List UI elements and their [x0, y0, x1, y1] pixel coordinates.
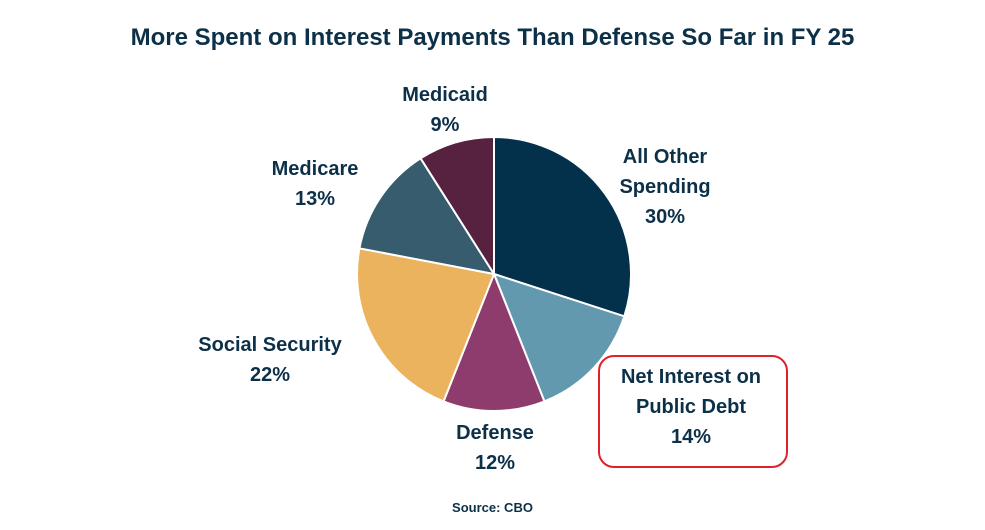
- label-text: Net Interest on: [620, 366, 762, 388]
- label-medicaid: Medicaid 9%: [370, 80, 520, 140]
- label-medicare: Medicare 13%: [240, 154, 390, 214]
- label-social-security: Social Security 22%: [170, 330, 370, 390]
- label-text: Medicaid: [402, 84, 488, 106]
- label-text: All Other: [622, 146, 708, 168]
- pie-slice-defense: [442, 271, 546, 412]
- label-pct: 14%: [670, 426, 712, 448]
- label-defense: Defense 12%: [420, 418, 570, 478]
- label-all-other: All Other Spending 30%: [590, 142, 740, 232]
- pie-slice-social-security: [356, 247, 496, 403]
- pie-slice-all-other-spending: [493, 135, 632, 318]
- label-pct: 9%: [430, 114, 460, 136]
- label-pct: 30%: [644, 206, 686, 228]
- source-note: Source: CBO: [452, 500, 533, 515]
- label-pct: 22%: [249, 364, 291, 386]
- highlight-box: [598, 355, 788, 468]
- pie-slice-net-interest-on-public-debt: [492, 272, 626, 403]
- label-text: Social Security: [198, 334, 342, 356]
- label-text: Medicare: [271, 158, 359, 180]
- label-pct: 13%: [294, 188, 336, 210]
- pie-slice-medicare: [358, 156, 497, 276]
- label-text: Public Debt: [635, 396, 746, 418]
- label-text: Defense: [456, 422, 534, 444]
- label-net-interest: Net Interest on Public Debt 14%: [591, 362, 791, 452]
- label-pct: 12%: [474, 452, 516, 474]
- pie-slice-medicaid: [419, 135, 495, 278]
- chart-title: More Spent on Interest Payments Than Def…: [130, 24, 855, 51]
- label-text: Spending: [619, 176, 711, 198]
